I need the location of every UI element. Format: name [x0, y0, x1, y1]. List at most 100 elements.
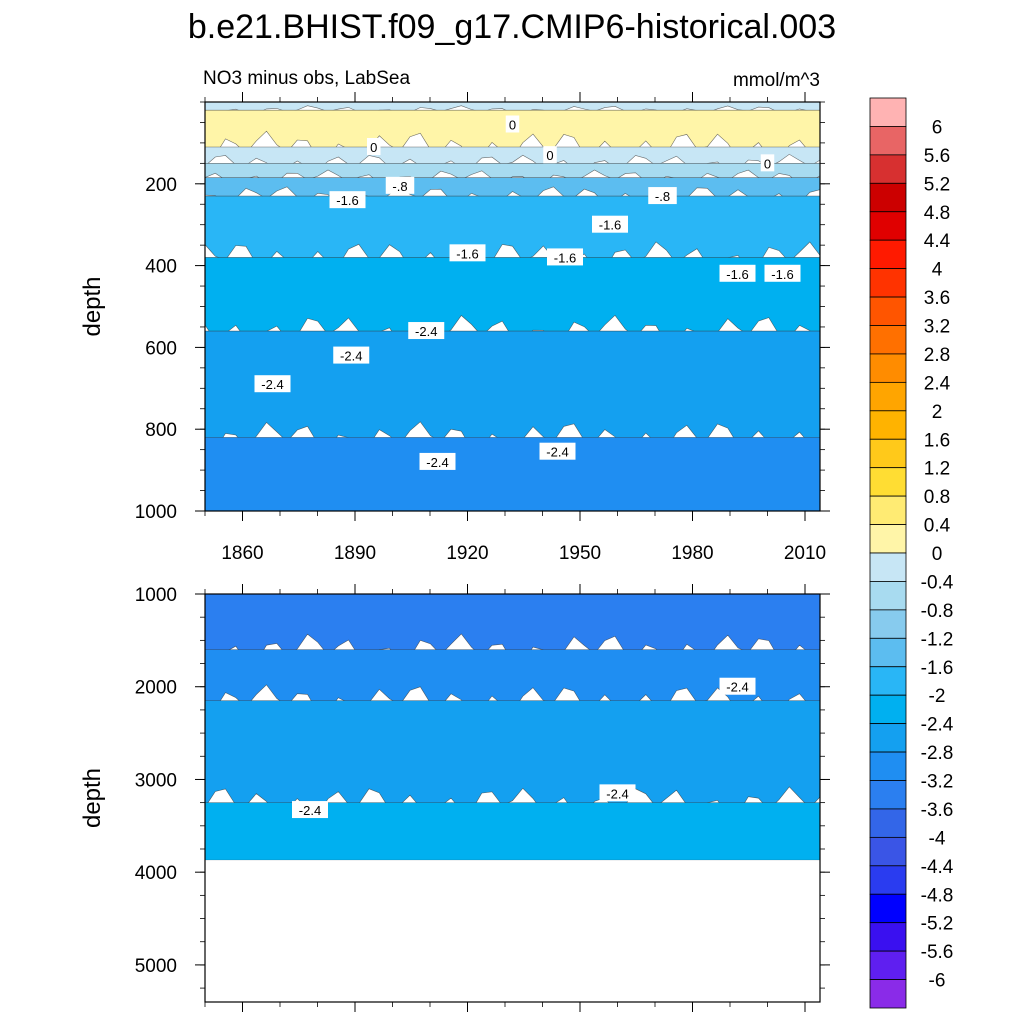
colorbar-label: 3.2 [924, 317, 950, 338]
units-label: mmol/m^3 [733, 70, 820, 91]
colorbar-swatch [869, 495, 907, 525]
colorbar-label: -5.6 [921, 942, 954, 963]
colorbar-swatch [869, 694, 907, 725]
colorbar-label: 2.8 [924, 345, 950, 366]
y-tick-label: 800 [145, 420, 177, 441]
contour-label-text: -2.4 [415, 324, 437, 339]
contour-band [204, 437, 821, 512]
contour-label: -2.4 [333, 346, 370, 364]
contour-label-bg [329, 191, 366, 209]
colorbar-label: 0.4 [924, 516, 951, 537]
contour-label: -2.4 [408, 322, 445, 340]
contour-label-bg [539, 442, 576, 460]
colorbar-label: 4.4 [924, 231, 951, 252]
colorbar-swatch [869, 239, 907, 270]
colorbar-label: -4.4 [921, 857, 954, 878]
contour-label: -2.4 [539, 442, 576, 460]
contour-label-text: -2.4 [426, 455, 448, 470]
y-tick-label: 3000 [135, 770, 177, 791]
y-tick-label: 5000 [135, 956, 177, 977]
contour-label: -2.4 [292, 801, 328, 819]
contour-label: -.8 [648, 187, 677, 205]
contour-label-text: 0 [509, 117, 516, 132]
contour-label-text: -1.6 [771, 267, 793, 282]
contour-label-text: -1.6 [726, 267, 748, 282]
contour-label-bg [648, 187, 677, 205]
contour-band [204, 330, 821, 454]
colorbar-swatch [869, 893, 907, 924]
contour-label: -1.6 [592, 215, 628, 233]
colorbar-label: -0.8 [921, 601, 954, 622]
colorbar-swatch [869, 780, 907, 810]
colorbar-label: 1.2 [924, 459, 950, 480]
contour-label: -1.6 [719, 264, 756, 282]
contour-label: -2.4 [599, 784, 636, 802]
contour-label-bg [719, 677, 756, 695]
colorbar-swatch [869, 438, 907, 469]
contour-label-bg [599, 784, 636, 802]
contour-band [204, 163, 821, 186]
y-tick-label: 1000 [135, 502, 177, 523]
contour-band [204, 700, 821, 819]
contour-label-text: -1.6 [599, 218, 621, 233]
subtitle-left: NO3 minus obs, LabSea [203, 68, 410, 89]
y-tick-label: 200 [145, 175, 177, 196]
contour-label-text: -2.4 [546, 445, 568, 460]
colorbar-swatch [869, 325, 907, 355]
contour-label-bg [419, 452, 456, 470]
colorbar-swatch [869, 950, 907, 980]
colorbar-label: -6 [929, 971, 946, 992]
contour-label: 0 [543, 146, 557, 164]
colorbar-swatch [869, 154, 907, 184]
y-axis-label: depth [79, 276, 106, 336]
contour-label-text: -1.6 [336, 193, 358, 208]
contour-label-bg [292, 801, 328, 819]
colorbar-swatch [869, 979, 907, 1009]
colorbar-label: -3.6 [921, 800, 954, 821]
colorbar-label: -3.2 [921, 772, 954, 793]
colorbar-label: 5.2 [924, 174, 950, 195]
contour-label-bg [592, 215, 628, 233]
y-tick-label: 1000 [135, 585, 177, 606]
colorbar-swatch [869, 467, 907, 497]
colorbar-swatch [869, 97, 907, 127]
colorbar-label: -2.8 [921, 743, 954, 764]
no-data-area [205, 860, 820, 1002]
colorbar-swatch [869, 211, 907, 241]
colorbar-label: 0 [932, 544, 943, 565]
colorbar-label: -2.4 [921, 715, 954, 736]
y-tick-label: 600 [145, 338, 177, 359]
x-tick-label: 1920 [446, 543, 488, 564]
colorbar-swatch [869, 637, 907, 668]
contour-label-bg [760, 154, 775, 172]
contour-label-text: 0 [764, 156, 771, 171]
contour-label: 0 [367, 137, 381, 155]
colorbar-label: 1.6 [924, 430, 950, 451]
contour-label: -1.6 [329, 191, 366, 209]
chart-title: b.e21.BHIST.f09_g17.CMIP6-historical.003 [188, 8, 836, 46]
contour-label-text: -2.4 [261, 377, 283, 392]
contour-label-bg [408, 322, 445, 340]
contour-label-bg [385, 176, 415, 194]
colorbar-swatch [869, 836, 907, 867]
colorbar-swatch [869, 268, 907, 298]
y-axis-label: depth [79, 768, 106, 828]
contour-label: -2.4 [254, 375, 291, 393]
colorbar-label: 0.8 [924, 487, 950, 508]
contour-label-bg [367, 137, 381, 155]
colorbar-label: -1.2 [921, 629, 954, 650]
colorbar-label: 6 [932, 117, 943, 138]
contour-label-bg [449, 244, 486, 262]
colorbar-label: 2 [932, 402, 943, 423]
colorbar-swatch [869, 182, 907, 213]
contour-label: -.8 [385, 176, 415, 194]
contour-label-bg [333, 346, 370, 364]
contour-label-text: -1.6 [554, 250, 576, 265]
contour-label-text: -.8 [392, 179, 407, 194]
contour-label-bg [764, 264, 801, 282]
colorbar-swatch [869, 609, 907, 639]
x-tick-label: 1890 [334, 543, 376, 564]
colorbar-swatch [869, 381, 907, 412]
colorbar-label: -4 [929, 828, 946, 849]
contour-label-bg [719, 264, 756, 282]
